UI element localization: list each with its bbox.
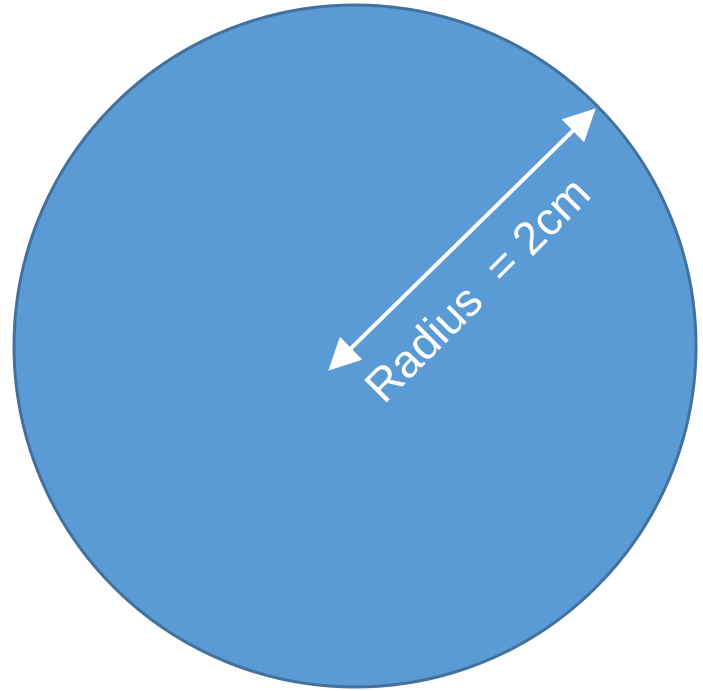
radius-arrow xyxy=(328,108,596,371)
